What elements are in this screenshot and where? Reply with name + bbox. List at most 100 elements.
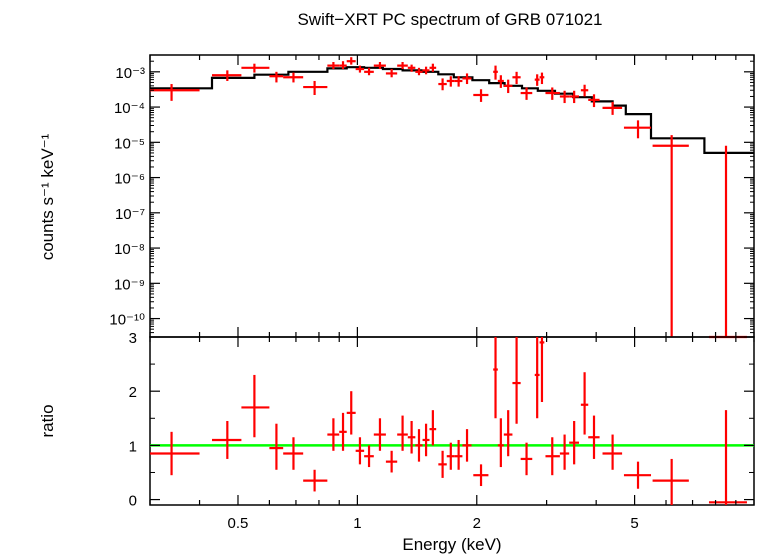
spectrum-y-tick-label-1: 10⁻⁴ <box>114 100 145 117</box>
ratio-point-35 <box>602 434 623 470</box>
x-tick-labels: 0.5 1 2 5 <box>228 515 639 532</box>
spectrum-point-28 <box>534 74 540 86</box>
ratio-point-14 <box>407 421 416 454</box>
spectrum-frame <box>149 54 755 338</box>
spectrum-point-36 <box>623 120 652 139</box>
spectrum-point-37 <box>652 135 689 337</box>
ratio-point-7 <box>339 412 347 451</box>
ratio-point-20 <box>454 439 463 470</box>
x-tick-label-3: 5 <box>630 515 638 532</box>
ratio-point-2 <box>241 374 270 438</box>
spectrum-point-11 <box>373 61 386 70</box>
ratio-point-23 <box>493 337 498 419</box>
spectrum-point-3 <box>269 71 284 83</box>
ratio-y-tick-label-0: 0 <box>129 493 137 510</box>
spectrum-y-tick-label-0: 10⁻³ <box>115 65 145 82</box>
spectrum-point-12 <box>385 69 398 78</box>
ratio-point-31 <box>559 434 570 470</box>
ratio-axes: 0 1 2 3 <box>129 330 755 510</box>
x-tick-label-2: 2 <box>473 515 481 532</box>
ratio-point-15 <box>415 429 423 462</box>
spectrum-data-points <box>150 57 747 339</box>
spectrum-point-38 <box>708 145 747 339</box>
ratio-point-27 <box>520 442 533 476</box>
ratio-point-34 <box>588 415 600 459</box>
spectrum-point-9 <box>355 65 365 73</box>
ratio-point-30 <box>545 437 560 476</box>
spectrum-point-8 <box>346 57 356 65</box>
spectrum-y-tick-label-5: 10⁻⁸ <box>114 241 145 258</box>
ratio-point-32 <box>569 421 579 465</box>
spectrum-point-21 <box>462 73 472 85</box>
spectrum-point-35 <box>602 101 623 115</box>
spectrum-point-6 <box>327 61 340 70</box>
ratio-point-36 <box>623 461 652 489</box>
ratio-point-38 <box>708 410 747 505</box>
spectrum-point-20 <box>454 76 463 87</box>
spectrum-point-1 <box>212 70 242 81</box>
spectrum-point-19 <box>446 76 455 87</box>
ratio-y-tick-label-3: 3 <box>129 330 137 347</box>
spectrum-point-26 <box>512 71 521 85</box>
spectrum-point-25 <box>503 79 513 94</box>
ratio-point-37 <box>652 458 689 505</box>
ratio-point-10 <box>364 445 374 468</box>
spectrum-y-tick-label-3: 10⁻⁶ <box>114 171 145 188</box>
spectrum-panel: 10⁻³ 10⁻⁴ 10⁻⁵ 10⁻⁶ 10⁻⁷ 10⁻⁸ 10⁻⁹ 10⁻¹⁰ <box>109 54 755 339</box>
spectrum-point-15 <box>415 67 423 76</box>
spectrum-y-tick-label-4: 10⁻⁷ <box>115 206 145 223</box>
spectrum-y-tick-label-6: 10⁻⁹ <box>114 276 145 293</box>
ratio-point-16 <box>422 423 430 457</box>
spectrum-axes: 10⁻³ 10⁻⁴ 10⁻⁵ 10⁻⁶ 10⁻⁷ 10⁻⁸ 10⁻⁹ 10⁻¹⁰ <box>109 54 755 338</box>
ratio-point-1 <box>212 421 242 459</box>
spectrum-point-4 <box>283 72 304 83</box>
spectrum-point-29 <box>539 72 545 85</box>
spectrum-point-30 <box>545 87 560 100</box>
ratio-y-tick-label-1: 1 <box>129 438 137 455</box>
ratio-point-26 <box>512 337 521 424</box>
ratio-point-4 <box>283 437 304 470</box>
spectrum-point-27 <box>520 87 533 100</box>
ratio-point-6 <box>327 418 340 451</box>
ratio-point-21 <box>462 429 472 462</box>
ratio-point-13 <box>397 415 408 451</box>
spectrum-point-18 <box>438 78 447 91</box>
spectrum-point-33 <box>580 84 589 97</box>
ratio-point-17 <box>429 410 437 446</box>
spectrum-point-13 <box>397 61 408 70</box>
ratio-point-3 <box>269 423 284 470</box>
ratio-point-29 <box>539 337 545 403</box>
ratio-point-0 <box>150 431 200 476</box>
ratio-point-28 <box>534 337 540 419</box>
ratio-y-tick-label-2: 2 <box>129 384 137 401</box>
spectrum-point-10 <box>364 67 374 76</box>
ratio-point-33 <box>580 372 589 435</box>
spectrum-y-tick-label-2: 10⁻⁵ <box>114 135 145 152</box>
x-axis-label: Energy (keV) <box>402 535 501 554</box>
ratio-y-axis-label: ratio <box>38 404 57 437</box>
ratio-data-points <box>150 337 747 505</box>
spectrum-point-5 <box>303 80 328 95</box>
spectrum-point-14 <box>407 64 416 72</box>
ratio-point-8 <box>346 391 356 435</box>
spectrum-point-16 <box>422 66 430 75</box>
ratio-frame <box>149 336 755 506</box>
x-tick-label-1: 1 <box>353 515 361 532</box>
spectrum-y-axis-label: counts s⁻¹ keV⁻¹ <box>38 133 57 260</box>
spectrum-point-24 <box>497 75 504 88</box>
spectrum-point-17 <box>429 63 437 72</box>
ratio-point-11 <box>373 418 386 451</box>
ratio-point-25 <box>503 410 513 457</box>
spectrum-point-0 <box>150 84 200 101</box>
ratio-point-22 <box>473 464 489 487</box>
ratio-point-18 <box>438 450 447 478</box>
spectrum-point-22 <box>473 89 489 102</box>
ratio-point-12 <box>385 450 398 473</box>
spectrum-point-2 <box>241 63 270 73</box>
ratio-point-24 <box>497 418 504 468</box>
spectrum-point-7 <box>339 61 347 70</box>
spectrum-point-31 <box>559 90 570 104</box>
x-tick-label-0: 0.5 <box>228 515 249 532</box>
spectrum-y-tick-label-7: 10⁻¹⁰ <box>109 312 145 329</box>
